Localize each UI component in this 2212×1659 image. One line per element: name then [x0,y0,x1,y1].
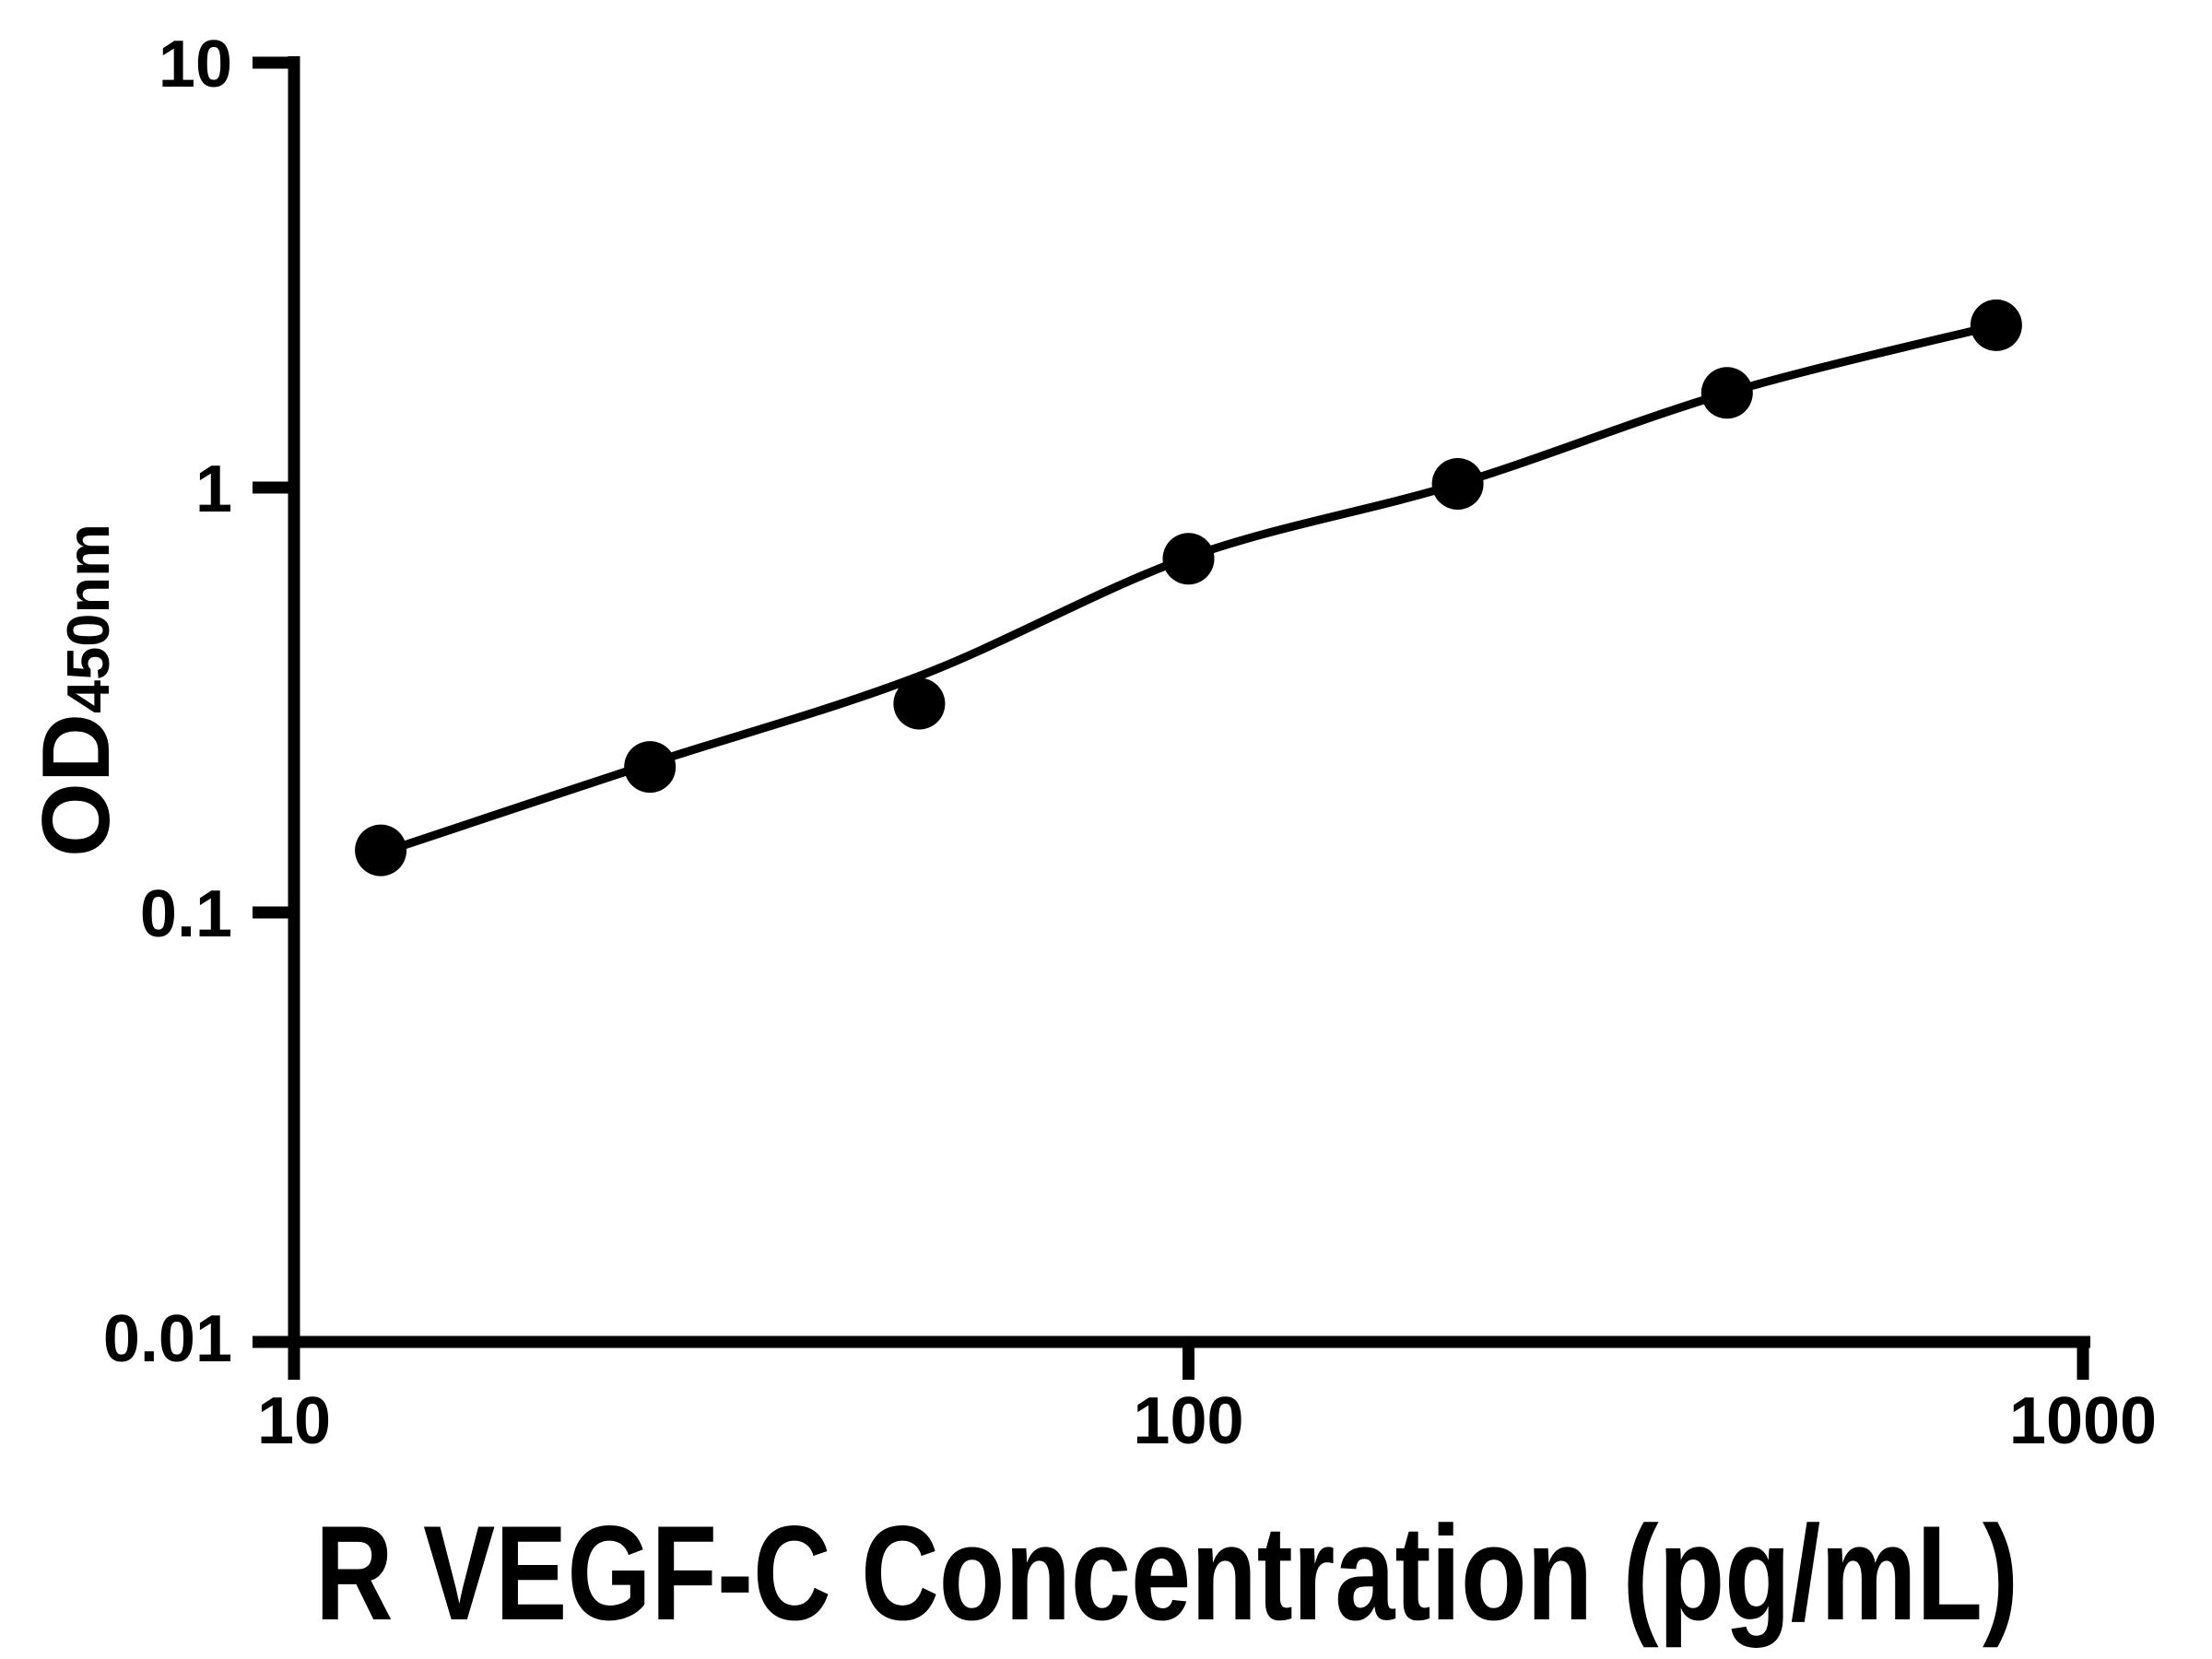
y-axis-ticks: 10 1 0.1 0.01 [103,28,294,1376]
y-axis-title-subscript: 450nm [54,524,122,713]
data-point-marker [1700,367,1753,419]
x-axis-ticks: 10 100 1000 [257,1342,2157,1458]
y-axis-title-main: OD [23,713,130,857]
y-tick-label: 10 [159,28,232,101]
data-point-marker [355,824,407,877]
x-tick-label: 100 [1133,1384,1243,1458]
y-tick-label: 1 [195,453,232,526]
standard-curve-path [379,321,1997,857]
data-point-marker [1970,299,2022,351]
data-point-marker [624,741,677,794]
data-point-marker [893,677,946,730]
data-points [355,299,2022,877]
x-tick-label: 1000 [2009,1384,2157,1458]
data-point-marker [1431,458,1484,510]
y-tick-label: 0.1 [140,877,232,951]
x-axis-title: R VEGF-C Concentration (pg/mL) [315,1498,2018,1648]
y-axis-title: OD450nm [23,524,130,857]
x-tick-label: 10 [257,1384,331,1458]
data-point-marker [1162,533,1215,585]
y-tick-label: 0.01 [103,1302,232,1376]
